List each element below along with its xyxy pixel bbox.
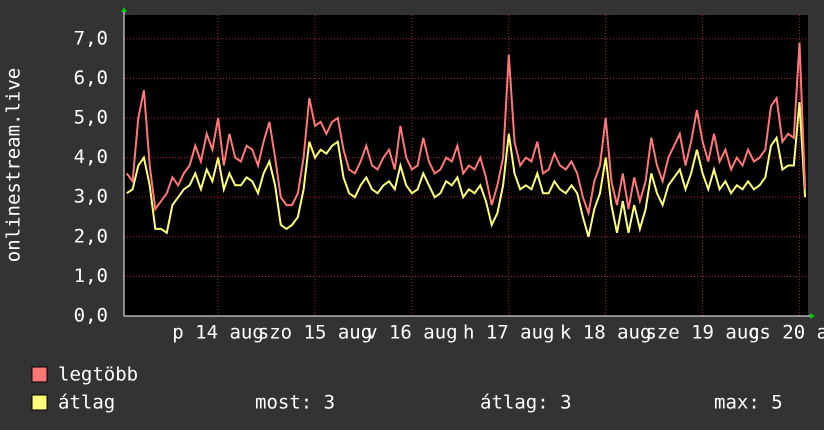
legend-stat: most: 3: [255, 392, 335, 414]
legend-label: legtöbb: [58, 364, 138, 386]
legend-swatch: [31, 394, 48, 411]
y-tick-label: 5,0: [74, 106, 108, 128]
x-tick-label: k 18 aug: [560, 322, 652, 344]
axis-arrow: [121, 7, 127, 12]
x-tick-label: cs 20 aug: [748, 322, 824, 344]
y-tick-label: 4,0: [74, 146, 108, 168]
x-tick-label: p 14 aug: [172, 322, 264, 344]
x-tick-label: szo 15 aug: [258, 322, 372, 344]
series-line: [126, 102, 807, 238]
legend-stat: átlag: 3: [480, 392, 572, 414]
axis-arrow: [810, 313, 815, 319]
y-tick-label: 2,0: [74, 225, 108, 247]
x-tick-label: sze 19 aug: [645, 322, 759, 344]
y-tick-label: 7,0: [74, 27, 108, 49]
y-tick-label: 1,0: [74, 265, 108, 287]
x-tick-label: h 17 aug: [463, 322, 555, 344]
plot-area: [124, 15, 808, 316]
y-axis-label: onlinestream.live: [3, 68, 25, 262]
y-tick-label: 6,0: [74, 67, 108, 89]
legend-swatch: [31, 366, 48, 383]
y-tick-label: 0,0: [74, 305, 108, 327]
series-line: [125, 42, 807, 217]
y-tick-label: 3,0: [74, 186, 108, 208]
legend-label: átlag: [58, 392, 115, 414]
legend-stat: max: 5: [714, 392, 783, 414]
x-tick-label: v 16 aug: [366, 322, 458, 344]
